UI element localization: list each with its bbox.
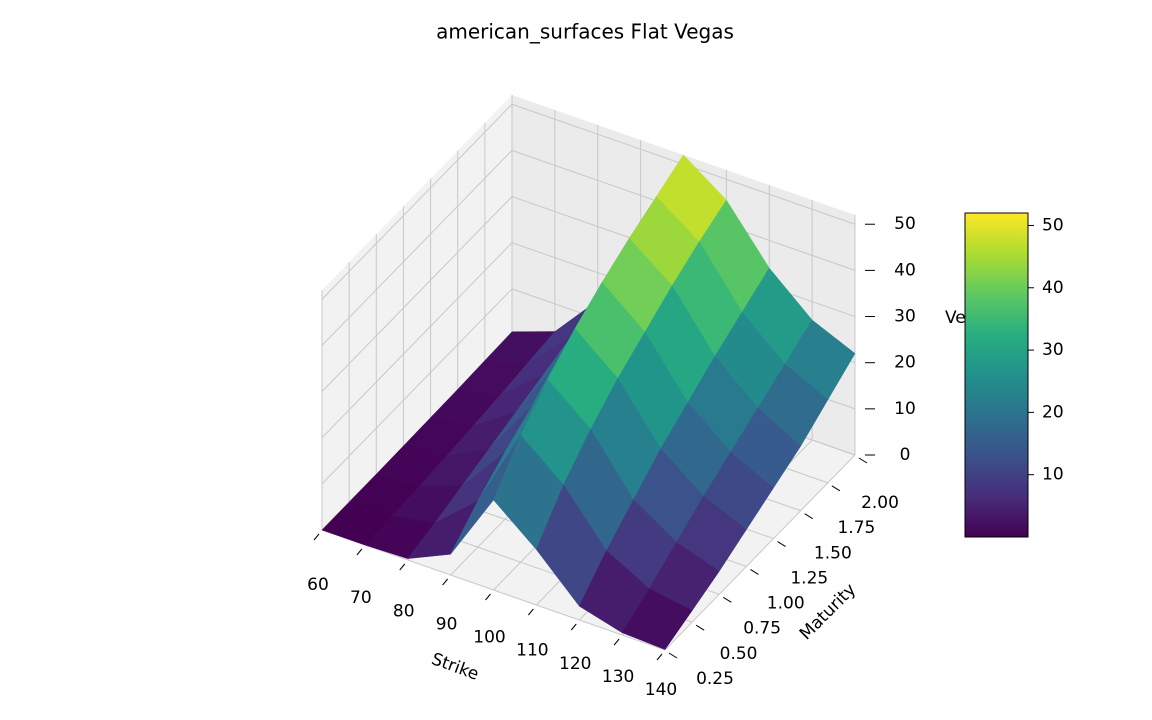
tick-mark [804,513,813,520]
x-tick-label: 130 [602,667,634,687]
tick-mark [527,608,534,616]
tick-mark [442,578,449,586]
tick-mark [356,548,363,556]
x-tick-label: 60 [307,575,329,595]
tick-mark [723,596,732,603]
colorbar-tick-label: 10 [1042,465,1064,485]
colorbar-tick-label: 40 [1042,278,1064,298]
grid-line [321,103,513,300]
y-tick-label: 2.00 [861,493,899,513]
grid-line [321,150,513,346]
colorbar-tick-label: 50 [1042,215,1064,235]
y-tick-label: 0.75 [743,619,781,639]
labels: 607080901001101201301400.250.500.751.001… [307,214,916,700]
tick-mark [399,563,406,571]
x-tick-label: 100 [473,628,505,648]
z-tick-label: 50 [894,214,916,234]
x-tick-label: 80 [393,601,415,621]
y-tick-label: 1.75 [837,518,875,538]
colorbar-tick-label: 30 [1042,340,1064,360]
grid-line [321,529,666,651]
tick-mark [668,652,678,659]
y-tick-label: 1.25 [790,568,828,588]
tick-mark [695,624,705,631]
x-tick-label: 140 [645,680,677,700]
surface [321,154,856,650]
z-tick-label: 30 [894,307,916,327]
y-tick-label: 1.00 [767,594,805,614]
x-tick-label: 70 [350,588,372,608]
z-tick-label: 40 [894,260,916,280]
tick-mark [613,638,620,646]
colorbar-ticks: 10 20 30 40 50 [1028,215,1064,485]
z-tick-label: 10 [894,399,916,419]
x-tick-label: 110 [516,641,548,661]
y-tick-label: 0.50 [720,644,758,664]
tick-mark [831,485,841,492]
colorbar-tick-label: 20 [1042,402,1064,422]
colorbar [964,212,1029,538]
z-tick-label: 20 [894,353,916,373]
grid-line [321,288,513,485]
grid-line [664,454,856,651]
y-tick-label: 0.25 [696,669,734,689]
y-axis-label: Maturity [796,580,860,644]
chart-title: american_surfaces Flat Vegas [436,20,734,44]
left-pane [322,95,512,530]
grid-line [321,242,513,439]
tick-mark [485,593,491,601]
tick-mark [656,653,663,661]
z-tick-label: 0 [900,445,911,465]
y-tick-label: 1.50 [814,543,852,563]
x-tick-label: 90 [436,614,458,634]
tick-mark [777,541,786,547]
x-tick-label: 120 [559,654,591,674]
grid-line [321,196,513,392]
tick-mark [858,457,868,464]
tick-mark [750,569,759,575]
surface-patch [621,588,693,650]
tick-mark [570,623,577,631]
tick-mark [313,533,320,541]
x-axis-label: Strike [429,649,482,685]
